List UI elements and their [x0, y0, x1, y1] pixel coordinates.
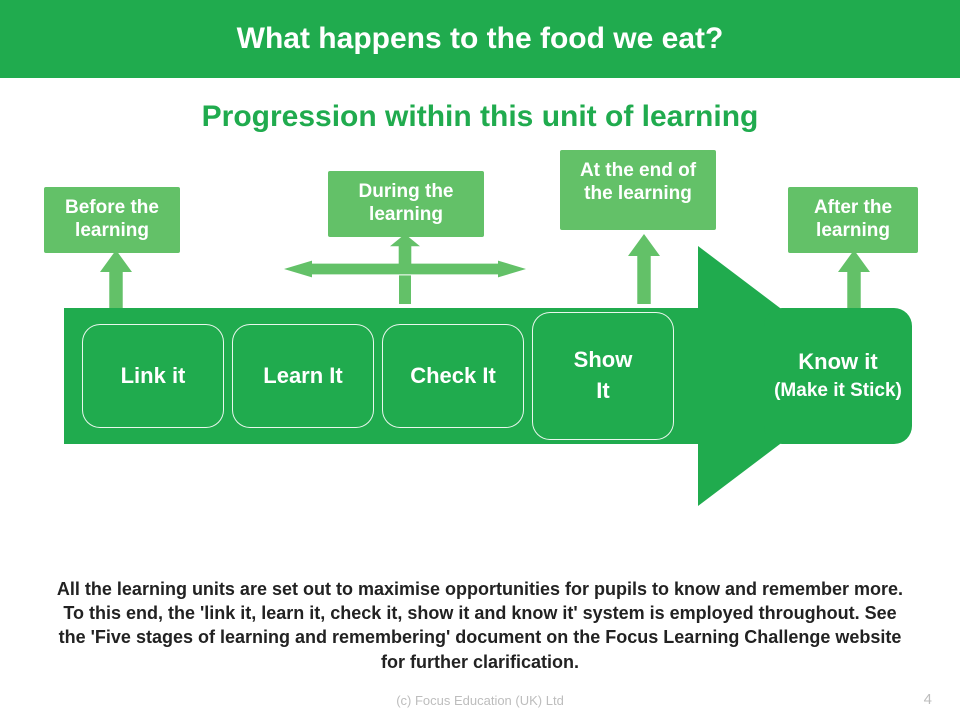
- header-bar: What happens to the food we eat?: [0, 0, 960, 78]
- stage-show: ShowIt: [532, 312, 674, 440]
- progression-diagram: Link it Learn It Check It ShowIt Know it(Mak…: [0, 144, 960, 564]
- footer-copyright: (c) Focus Education (UK) Ltd: [0, 693, 960, 708]
- stage-check-it: Check It: [382, 324, 524, 428]
- stage-label: Know it: [798, 347, 877, 378]
- stage-sublabel: (Make it Stick): [774, 378, 902, 405]
- stage-link-it: Link it: [82, 324, 224, 428]
- footer-copyright-text: (c) Focus Education (UK) Ltd: [396, 693, 564, 708]
- tag-before: Before the learning: [44, 187, 180, 253]
- connector-arrow-after: [838, 250, 870, 313]
- tag-after: After the learning: [788, 187, 918, 253]
- description-text: All the learning units are set out to ma…: [57, 579, 903, 672]
- subtitle: Progression within this unit of learning: [0, 100, 960, 134]
- stage-label: Check It: [410, 361, 496, 392]
- header-title: What happens to the food we eat?: [237, 22, 724, 56]
- footer-page-number: 4: [924, 691, 932, 708]
- tag-during: During the learning: [328, 171, 484, 237]
- stage-learn-it: Learn It: [232, 324, 374, 428]
- stage-label: Show: [574, 345, 633, 376]
- stage-know-it: Know it(Make it Stick): [764, 308, 912, 444]
- connector-arrow-during: [284, 234, 526, 309]
- connector-arrow-end: [628, 234, 660, 309]
- connector-arrow-before: [100, 250, 132, 313]
- stage-label: Learn It: [263, 361, 342, 392]
- stage-label: Link it: [121, 361, 186, 392]
- tag-end: At the end of the learning: [560, 150, 716, 230]
- subtitle-text: Progression within this unit of learning: [202, 100, 759, 133]
- footer-page-text: 4: [924, 691, 932, 708]
- stage-sublabel: It: [596, 376, 609, 407]
- description-paragraph: All the learning units are set out to ma…: [50, 577, 910, 674]
